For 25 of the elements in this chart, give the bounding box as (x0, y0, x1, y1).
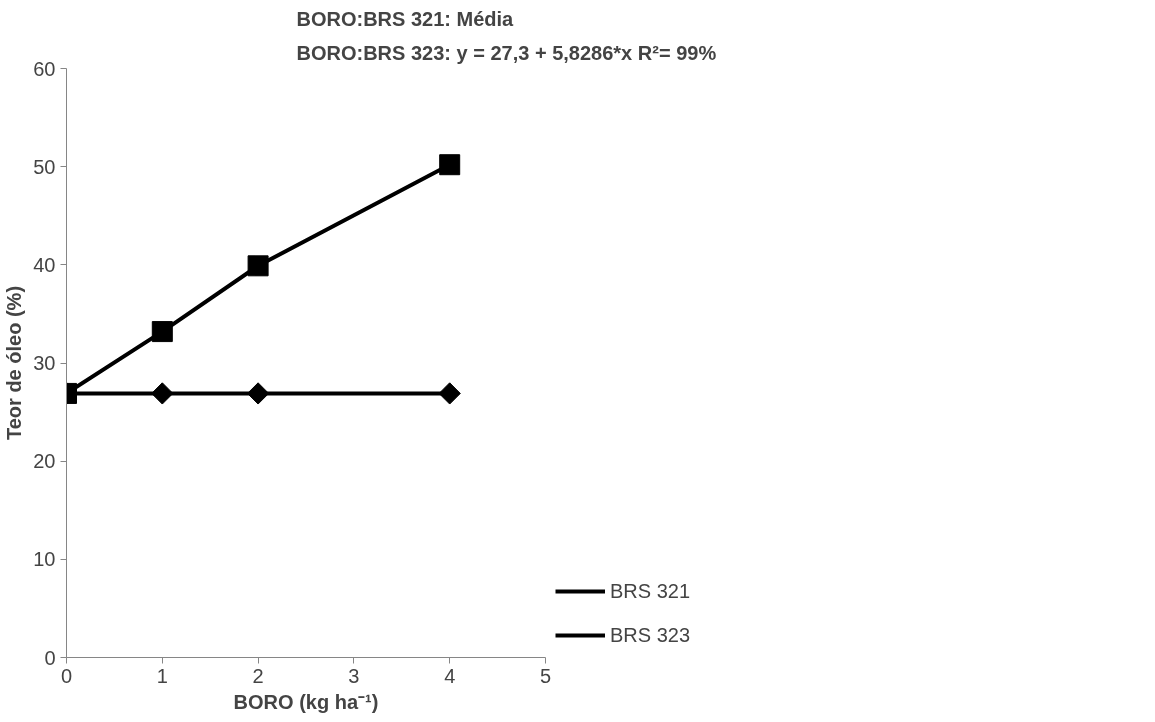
x-tick-label: 1 (156, 664, 168, 687)
x-tick-label: 3 (348, 664, 360, 687)
point (438, 382, 461, 405)
chart-subtitle: BORO:BRS 323: y = 27,3 + 5,8286*x R²= 99% (296, 41, 717, 64)
x-tick-label: 0 (60, 664, 73, 687)
legend-label: BRS 323 (610, 623, 691, 647)
point (439, 154, 461, 176)
y-tick-label: 30 (33, 352, 56, 374)
y-tick-label: 60 (33, 57, 56, 80)
x-axis-title: BORO (kg ha⁻¹) (233, 690, 379, 713)
x-tick-label: 5 (539, 664, 552, 687)
legend-label: BRS 321 (610, 579, 691, 603)
y-tick-label: 10 (33, 548, 56, 571)
y-tick-label: 0 (44, 646, 56, 669)
point (246, 382, 270, 405)
y-tick-label: 20 (33, 450, 56, 473)
x-tick-label: 2 (252, 664, 264, 687)
x-tick-label: 4 (444, 664, 456, 687)
y-tick-label: 40 (33, 253, 56, 276)
y-tick-label: 50 (33, 155, 56, 178)
point (247, 255, 269, 277)
chart-title: BORO:BRS 321: Média (296, 7, 515, 30)
point (151, 382, 174, 405)
y-axis-title: Teor de óleo (%) (3, 285, 26, 441)
point (151, 321, 173, 343)
